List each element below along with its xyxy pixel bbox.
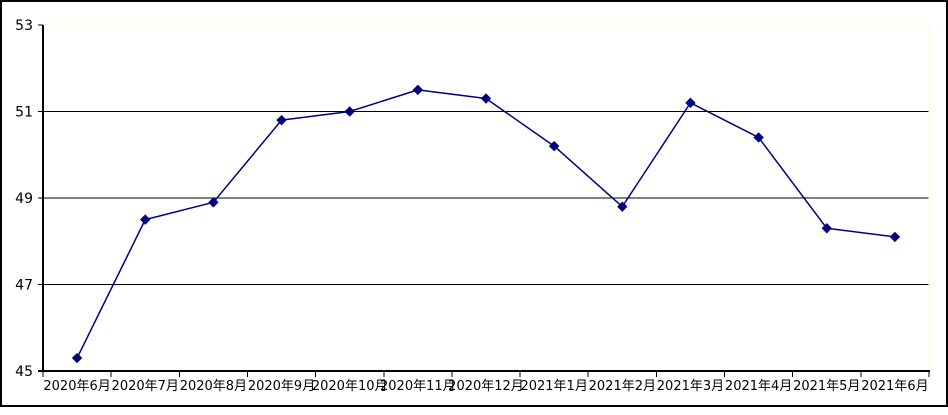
x-tick-label: 2021年1月	[520, 379, 587, 394]
x-tick-label: 2021年2月	[589, 379, 656, 394]
x-tick-label: 2020年10月	[312, 379, 388, 394]
x-tick-label: 2020年7月	[112, 379, 179, 394]
x-tick-label: 2021年3月	[657, 379, 724, 394]
data-point-marker	[71, 352, 83, 364]
data-point-marker	[753, 132, 764, 143]
data-point-marker	[276, 114, 287, 126]
x-tick-label: 2020年11月	[380, 379, 456, 394]
y-tick-label: 53	[15, 18, 33, 34]
data-point-marker	[140, 214, 151, 225]
x-tick-label: 2021年6月	[861, 379, 928, 394]
y-tick-label: 51	[15, 105, 33, 121]
y-tick-label: 45	[15, 364, 33, 380]
x-tick-label: 2021年4月	[725, 379, 792, 394]
data-point-marker	[548, 140, 560, 152]
data-point-marker	[480, 93, 492, 104]
data-point-marker	[685, 97, 696, 109]
x-tick-label: 2020年8月	[180, 379, 247, 394]
data-point-marker	[412, 84, 424, 96]
x-tick-label: 2021年5月	[793, 379, 860, 394]
x-tick-label: 2020年6月	[43, 379, 110, 394]
y-tick-label: 47	[15, 278, 33, 294]
series-line	[76, 89, 896, 359]
data-point-marker	[344, 106, 355, 117]
data-point-marker	[617, 201, 628, 212]
data-point-marker	[889, 231, 901, 243]
y-tick-label: 49	[15, 191, 33, 207]
data-point-marker	[821, 223, 832, 234]
x-tick-label: 2020年12月	[448, 379, 524, 394]
data-point-marker	[208, 197, 219, 208]
x-tick-label: 2020年9月	[248, 379, 315, 394]
